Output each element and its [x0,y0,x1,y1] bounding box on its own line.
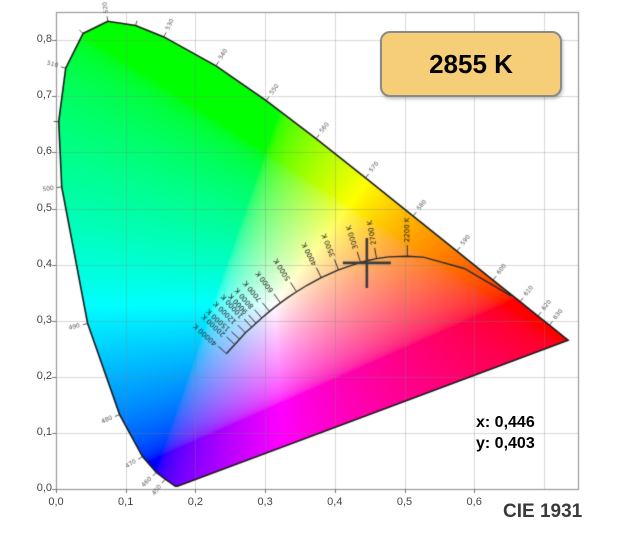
y-axis-label: 0,3 [36,313,52,326]
y-axis-label: 0,0 [36,482,52,494]
y-axis-label: 0,2 [36,369,52,382]
marker-readout: x: 0,446 y: 0,403 [476,412,535,454]
diagram-title: CIE 1931 [503,501,583,522]
marker-readout-y: y: 0,403 [476,435,535,452]
y-axis-label: 0,7 [36,89,52,102]
cct-badge: 2855 K [380,31,562,97]
x-axis-label: 0,2 [187,496,204,508]
marker-readout-x: x: 0,446 [476,414,535,431]
x-axis-label: 0,4 [327,496,343,508]
y-axis-label: 0,5 [36,201,52,214]
x-axis-label: 0,3 [257,496,273,508]
y-axis-label: 0,4 [36,257,52,270]
x-axis-label: 0,1 [118,496,134,508]
y-axis-label: 0,6 [36,145,52,158]
y-axis-label: 0,1 [36,425,52,438]
x-axis-label: 0,5 [396,496,413,508]
x-axis-label: 0,0 [48,496,64,508]
y-axis-label: 0,8 [36,33,52,46]
x-axis-label: 0,6 [466,496,482,508]
